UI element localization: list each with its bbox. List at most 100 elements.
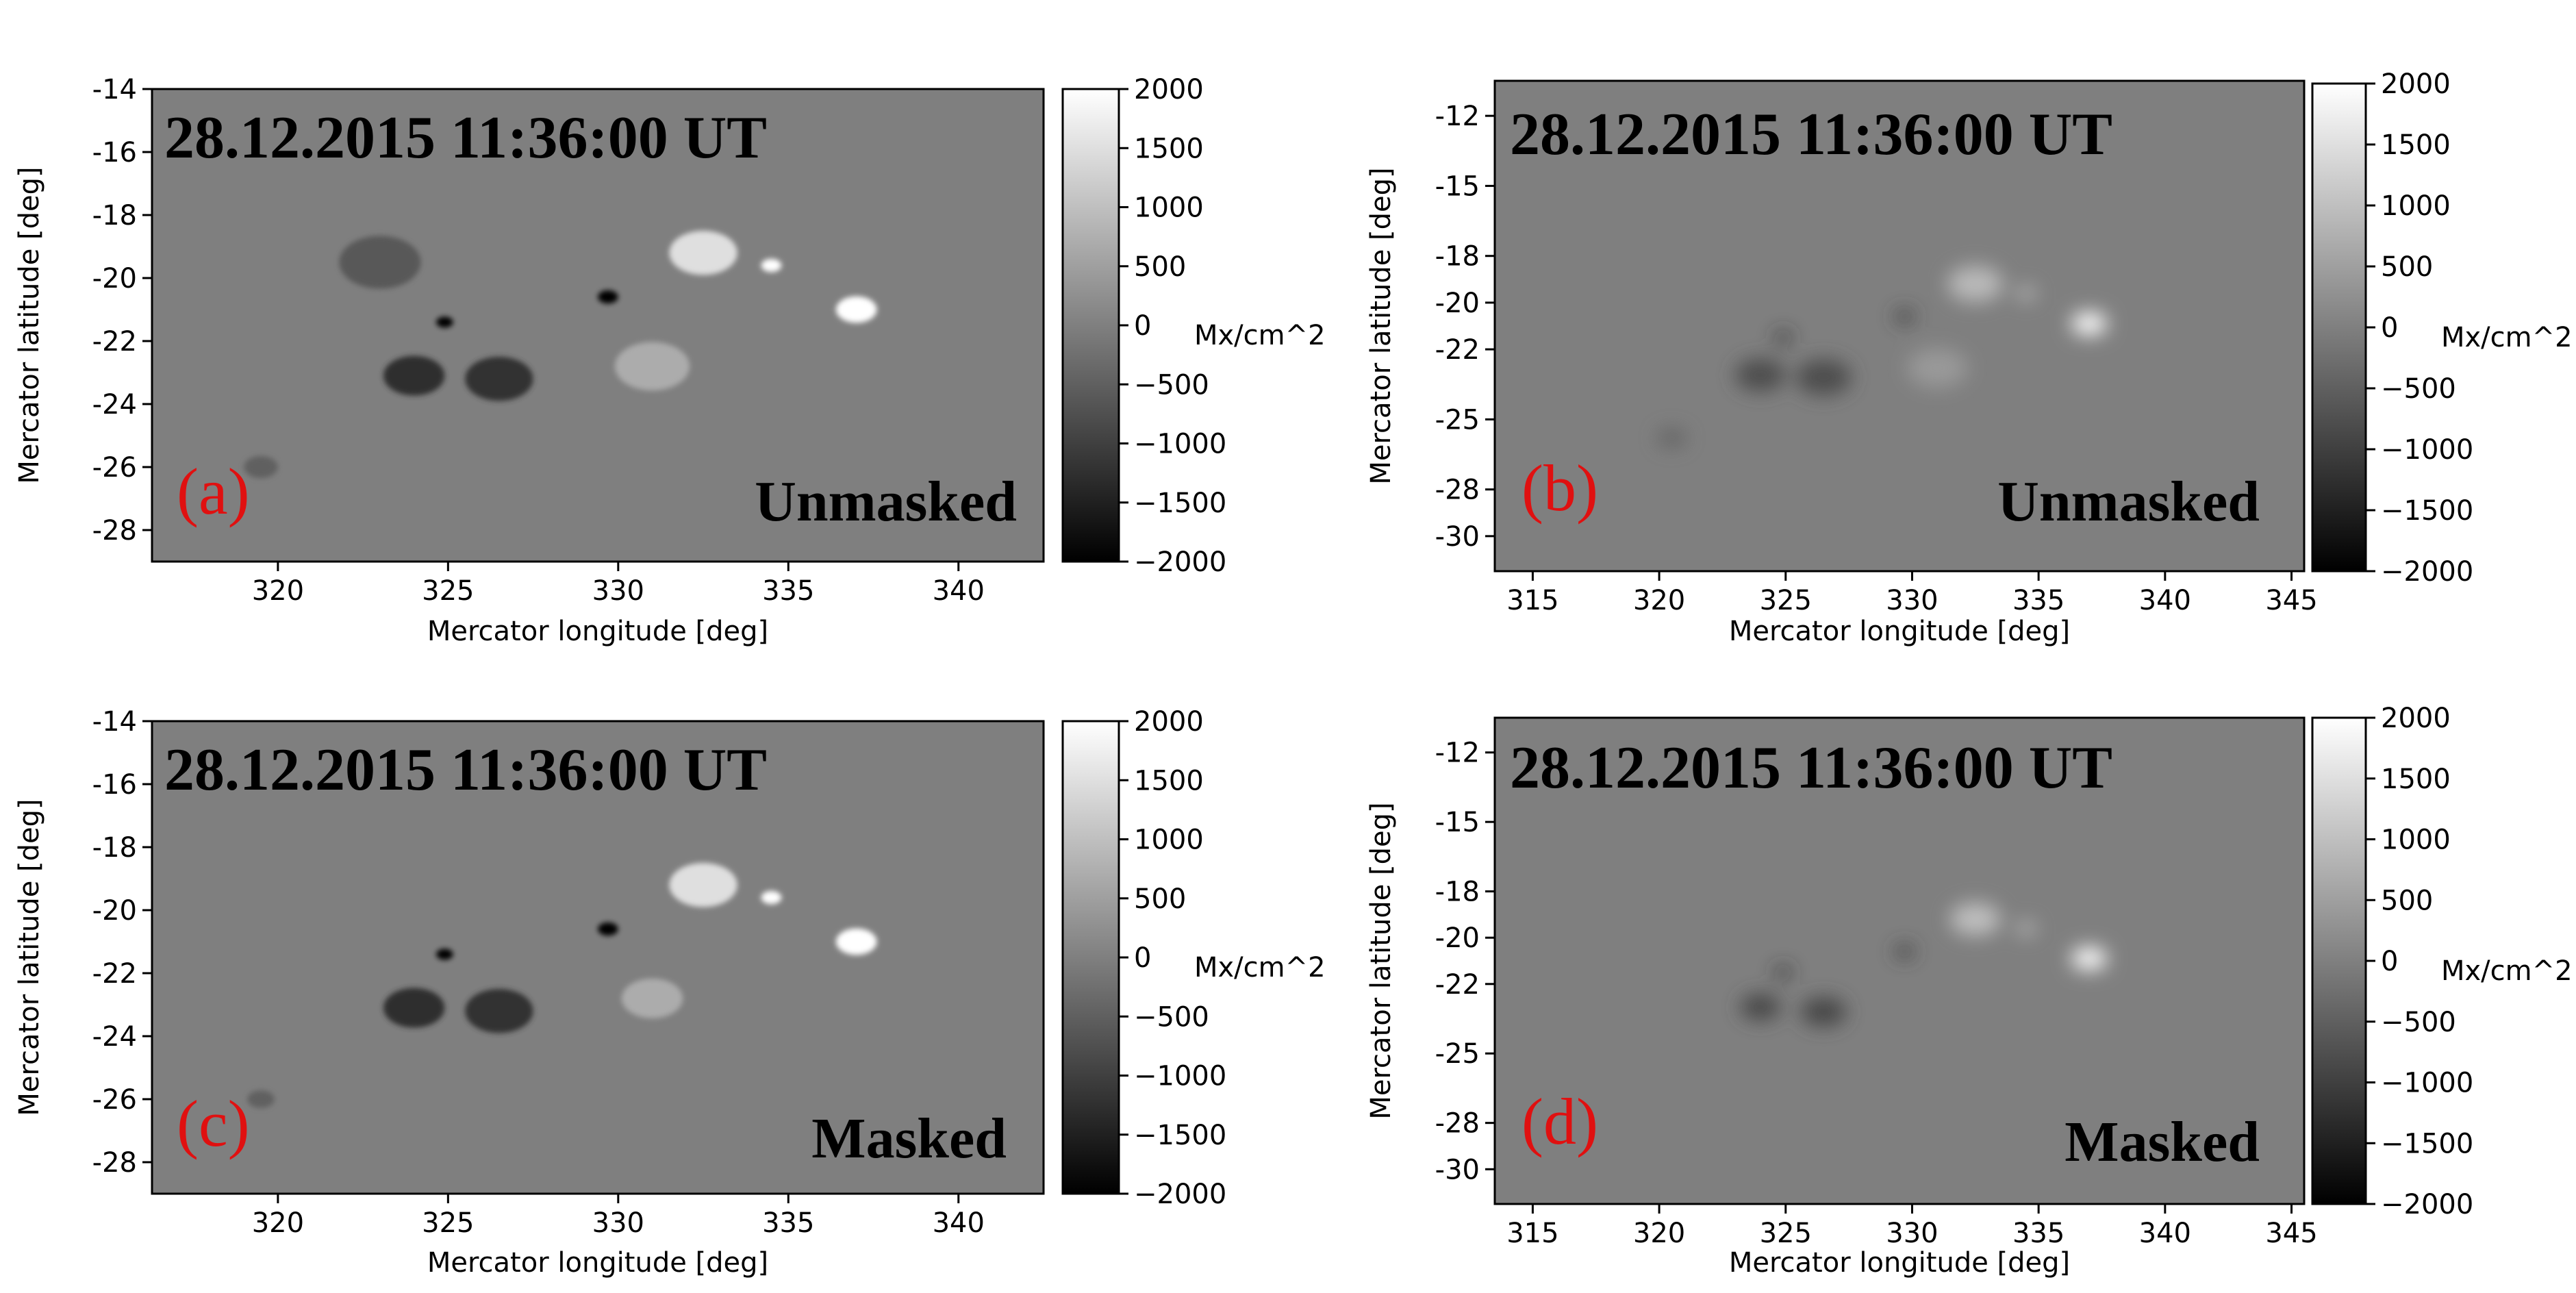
x-tick-label: 325 xyxy=(1760,1218,1812,1249)
y-tick-label: -28 xyxy=(92,515,137,547)
x-tick-label: 330 xyxy=(1886,585,1938,616)
y-tick-label: -24 xyxy=(92,1021,137,1053)
panel-c: 320 325 330 335 340 -14 -16 -18 -20 -22 -24 -26 -28 M… xyxy=(14,706,1326,1279)
magnetic-feature xyxy=(465,989,533,1033)
colorbar-tick-label: −1500 xyxy=(2381,1128,2473,1159)
colorbar-tick-label: 2000 xyxy=(2381,68,2451,100)
colorbar xyxy=(2311,716,2367,1205)
x-tick-label: 345 xyxy=(2265,585,2317,616)
x-tick-label: 330 xyxy=(592,575,644,607)
colorbar-tick-label: 0 xyxy=(2381,946,2398,977)
y-tick-label: -16 xyxy=(92,137,137,168)
y-tick-label: -15 xyxy=(1435,807,1480,838)
colorbar xyxy=(2311,82,2367,573)
y-axis-label: Mercator latitude [deg] xyxy=(14,166,45,484)
magnetic-feature xyxy=(598,290,618,304)
x-tick-label: 335 xyxy=(2012,1218,2064,1249)
y-tick-label: -18 xyxy=(1435,877,1480,908)
y-axis-label: Mercator latitude [deg] xyxy=(1365,802,1397,1119)
colorbar-tick-label: −2000 xyxy=(1134,1179,1226,1210)
magnetic-feature xyxy=(244,455,278,479)
colorbar-tick-label: 1000 xyxy=(1134,825,1204,856)
timestamp-label: 28.12.2015 11:36:00 UT xyxy=(164,105,767,171)
plot-frame xyxy=(1493,716,2306,1205)
colorbar-tick-label: 1500 xyxy=(2381,764,2451,795)
panel-b: 315 320 325 330 335 340 345 -12 -15 -18 -20 -22 -25 -… xyxy=(1365,68,2573,647)
y-tick-label: -22 xyxy=(1435,334,1480,366)
y-tick-label: -22 xyxy=(92,326,137,357)
magnetic-feature xyxy=(835,928,877,955)
colorbar-tick-label: −2000 xyxy=(2381,1189,2473,1220)
x-tick-label: 335 xyxy=(2012,585,2064,616)
colorbar-tick-label: 1500 xyxy=(2381,129,2451,161)
y-tick-label: -22 xyxy=(1435,969,1480,1001)
y-axis-label: Mercator latitude [deg] xyxy=(1365,167,1397,484)
x-tick-label: 325 xyxy=(422,1207,474,1239)
x-tick-label: 325 xyxy=(422,575,474,607)
y-tick-label: -28 xyxy=(1435,1108,1480,1140)
timestamp-label: 28.12.2015 11:36:00 UT xyxy=(164,737,767,803)
x-tick-label: 320 xyxy=(252,575,304,607)
y-axis-label: Mercator latitude [deg] xyxy=(14,799,45,1116)
field-features xyxy=(247,863,877,1108)
magnetic-feature xyxy=(383,988,445,1028)
colorbar-tick-label: −1000 xyxy=(2381,434,2473,466)
colorbar-tick-label: 0 xyxy=(1134,942,1151,974)
colorbar-tick-label: 1000 xyxy=(2381,190,2451,222)
x-axis-label: Mercator longitude [deg] xyxy=(427,1247,768,1279)
y-tick-label: -20 xyxy=(1435,288,1480,319)
y-tick-label: -22 xyxy=(92,958,137,990)
colorbar-tick-label: 2000 xyxy=(2381,703,2451,734)
map-background xyxy=(152,89,1044,562)
magnetic-feature xyxy=(465,357,533,401)
x-tick-label: 335 xyxy=(762,575,814,607)
colorbar-tick-label: 0 xyxy=(1134,310,1151,342)
colorbar-tick-label: −1500 xyxy=(1134,488,1226,519)
timestamp-label: 28.12.2015 11:36:00 UT xyxy=(1510,735,2112,801)
magnetic-feature xyxy=(1740,994,1781,1020)
magnetic-feature xyxy=(669,863,737,907)
magnetic-feature xyxy=(435,316,453,328)
y-tick-label: -25 xyxy=(1435,404,1480,436)
x-axis-label: Mercator longitude [deg] xyxy=(1729,1247,2070,1279)
panel-d: 315 320 325 330 335 340 345 -12 -15 -18 -20 -22 -25 -… xyxy=(1365,703,2573,1279)
y-tick-label: -14 xyxy=(92,706,137,738)
x-tick-label: 320 xyxy=(252,1207,304,1239)
magnetic-feature xyxy=(247,1090,275,1108)
colorbar-tick-label: −500 xyxy=(1134,1001,1209,1033)
map-background xyxy=(152,721,1044,1194)
plot-frame xyxy=(1493,79,2306,573)
magnetic-feature xyxy=(1795,359,1852,396)
x-tick-label: 340 xyxy=(933,575,985,607)
magnetic-feature xyxy=(339,236,421,289)
magnetic-feature xyxy=(1774,331,1793,344)
y-tick-label: -28 xyxy=(1435,475,1480,506)
colorbar-tick-label: −2000 xyxy=(1134,547,1226,578)
y-tick-label: -20 xyxy=(92,895,137,927)
mask-status-label: Masked xyxy=(811,1107,1007,1170)
magnetic-feature xyxy=(383,355,445,396)
magnetic-feature xyxy=(1894,310,1915,323)
magnetic-feature xyxy=(1800,997,1847,1027)
panel-letter: (c) xyxy=(177,1087,250,1160)
colorbar-tick-label: −500 xyxy=(2381,373,2456,405)
magnetic-feature xyxy=(761,890,782,905)
colorbar-tick-label: −500 xyxy=(2381,1007,2456,1038)
magnetic-feature xyxy=(435,949,453,960)
colorbar-unit-label: Mx/cm^2 xyxy=(2441,322,2573,353)
panel-letter: (b) xyxy=(1521,451,1598,525)
x-tick-label: 330 xyxy=(1886,1218,1938,1249)
x-tick-label: 330 xyxy=(592,1207,644,1239)
y-tick-label: -16 xyxy=(92,769,137,801)
magnetic-feature xyxy=(1774,966,1793,979)
colorbar-tick-label: −1000 xyxy=(1134,1061,1226,1092)
colorbar-tick-label: 1500 xyxy=(1134,133,1204,164)
magnetic-feature xyxy=(614,342,690,391)
colorbar-tick-label: 2000 xyxy=(1134,74,1204,105)
y-tick-label: -12 xyxy=(1435,101,1480,132)
magnetic-feature xyxy=(621,978,683,1018)
x-tick-label: 335 xyxy=(762,1207,814,1239)
y-tick-label: -18 xyxy=(1435,241,1480,273)
panel-letter: (a) xyxy=(177,455,250,528)
colorbar-tick-label: 0 xyxy=(2381,312,2398,344)
